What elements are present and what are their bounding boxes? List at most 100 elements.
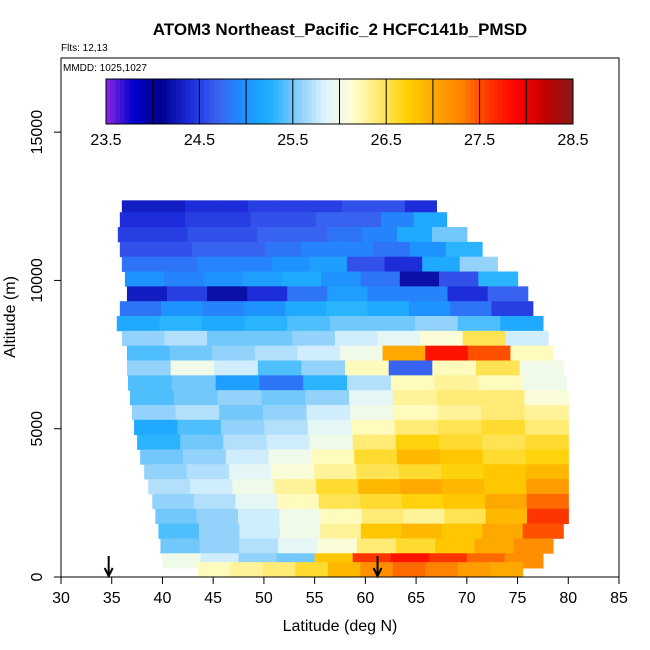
colorbar-swatch xyxy=(190,79,196,124)
heatmap-cell xyxy=(342,200,375,216)
colorbar-swatch xyxy=(474,79,481,124)
dates-label: MMDD: 1025,1027 xyxy=(63,63,147,74)
colorbar-swatch xyxy=(535,79,541,124)
colorbar-tick-label: 27.5 xyxy=(464,132,495,149)
colorbar-swatch xyxy=(148,79,154,124)
colorbar-swatch xyxy=(180,79,186,124)
heatmap-cell xyxy=(197,562,232,578)
heatmap-cell xyxy=(393,404,438,421)
heatmap-cell xyxy=(169,345,213,361)
heatmap-cell xyxy=(425,345,469,361)
heatmap-cell xyxy=(340,345,384,361)
heatmap-cell xyxy=(186,464,230,480)
heatmap-cell xyxy=(408,301,451,317)
heatmap-cell xyxy=(401,523,443,539)
heatmap-cell xyxy=(254,345,298,361)
heatmap-cell xyxy=(392,562,426,578)
colorbar-swatch xyxy=(437,79,443,124)
colorbar-swatch xyxy=(227,79,233,124)
heatmap-cell xyxy=(358,479,401,495)
heatmap-cell xyxy=(159,316,203,332)
heatmap-cell xyxy=(491,301,534,317)
colorbar-swatch xyxy=(442,79,448,124)
colorbar-swatch xyxy=(330,79,336,124)
heatmap-cell xyxy=(242,271,283,287)
colorbar-swatch xyxy=(540,79,546,124)
x-tick-label: 75 xyxy=(509,590,527,607)
colorbar-swatch xyxy=(339,79,345,124)
heatmap-cell xyxy=(244,316,288,332)
heatmap-cell xyxy=(285,301,327,317)
heatmap-cell xyxy=(228,241,266,258)
colorbar-swatch xyxy=(232,79,238,124)
heatmap-cell xyxy=(274,479,317,495)
colorbar-swatch xyxy=(264,79,270,124)
heatmap-cell xyxy=(422,256,461,272)
heatmap-cell xyxy=(259,375,304,391)
colorbar-swatch xyxy=(283,79,289,124)
heatmap-cell xyxy=(345,360,390,376)
heatmap-cell xyxy=(119,301,162,317)
heatmap-cell xyxy=(262,562,296,578)
colorbar-swatch xyxy=(400,79,406,124)
heatmap-cell xyxy=(161,301,204,317)
colorbar: 23.5 24.5 25.5 26.5 27.5 28.5 xyxy=(90,78,589,149)
colorbar-swatch xyxy=(152,79,158,124)
x-tick-label: 35 xyxy=(103,590,121,607)
colorbar-swatch xyxy=(194,79,200,124)
heatmap-cell xyxy=(397,227,433,243)
colorbar-swatch xyxy=(358,79,364,124)
heatmap-cell xyxy=(229,464,273,480)
colorbar-swatch xyxy=(423,79,429,124)
heatmap-cell xyxy=(278,538,319,554)
heatmap-cell xyxy=(140,449,184,465)
colorbar-swatch xyxy=(292,79,298,124)
heatmap-cell xyxy=(199,538,240,554)
colorbar-swatch xyxy=(250,79,256,124)
heatmap-cell xyxy=(313,464,357,480)
heatmap-cell xyxy=(407,286,449,302)
heatmap-cell xyxy=(522,375,567,391)
heatmap-cell xyxy=(219,404,264,421)
heatmap-cell xyxy=(159,256,198,272)
heatmap-cell xyxy=(413,212,448,228)
heatmap-cell xyxy=(478,271,519,287)
colorbar-swatch xyxy=(526,79,532,124)
heatmap-cell xyxy=(126,345,171,361)
heatmap-cell xyxy=(160,538,201,554)
heatmap-cell xyxy=(217,212,252,228)
heatmap-cell xyxy=(198,523,240,539)
colorbar-swatch xyxy=(516,79,523,124)
heatmap-cell xyxy=(395,434,440,450)
colorbar-swatch xyxy=(208,79,214,124)
heatmap-cell xyxy=(526,508,569,525)
heatmap-cell xyxy=(237,508,280,525)
colorbar-swatch xyxy=(470,79,476,124)
heatmap-cell xyxy=(525,434,569,450)
heatmap-cell xyxy=(474,538,515,554)
colorbar-swatch xyxy=(414,79,420,124)
heatmap-cell xyxy=(326,301,369,317)
heatmap-cell xyxy=(334,330,379,347)
heatmap-cell xyxy=(193,493,237,510)
heatmap-cell xyxy=(222,227,259,243)
heatmap-cell xyxy=(126,286,168,302)
heatmap-cell xyxy=(121,256,161,272)
heatmap-cell xyxy=(420,330,464,347)
heatmap-cell xyxy=(152,212,186,228)
heatmap-cell xyxy=(148,479,191,495)
heatmap-cell xyxy=(442,479,485,495)
colorbar-swatch xyxy=(386,79,392,124)
colorbar-swatch xyxy=(409,79,415,124)
heatmap-cell xyxy=(480,390,526,406)
colorbar-tick-label: 23.5 xyxy=(90,132,121,149)
colorbar-swatch xyxy=(162,79,168,124)
heatmap-cell xyxy=(190,479,233,495)
heatmap-cell xyxy=(329,316,374,332)
heatmap-cell xyxy=(327,286,368,302)
heatmap-cell xyxy=(309,256,348,272)
heatmap-cell xyxy=(279,523,321,539)
heatmap-cell xyxy=(243,301,286,317)
heatmap-cell xyxy=(170,360,215,376)
